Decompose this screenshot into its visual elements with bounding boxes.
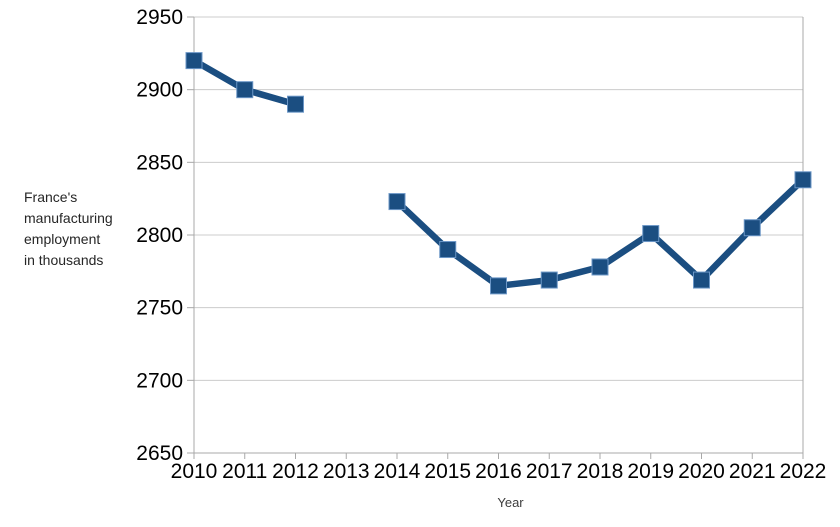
x-tick-label: 2012 xyxy=(272,460,319,483)
x-tick-label: 2020 xyxy=(678,460,725,483)
data-point-2012 xyxy=(287,95,304,113)
y-axis-title: France's manufacturing employment in tho… xyxy=(24,187,113,271)
x-tick-label: 2013 xyxy=(323,460,370,483)
y-axis-title-line-1: France's xyxy=(24,189,78,205)
y-tick-label: 2850 xyxy=(136,151,183,174)
data-point-2017 xyxy=(540,271,558,289)
data-point-2016 xyxy=(490,277,507,295)
y-tick-label: 2800 xyxy=(136,224,183,247)
x-tick-label: 2022 xyxy=(780,460,827,483)
x-tick-label: 2014 xyxy=(374,460,421,483)
data-point-2020 xyxy=(693,271,710,289)
data-point-2010 xyxy=(185,52,203,70)
x-tick-label: 2015 xyxy=(424,460,471,483)
y-tick-label: 2750 xyxy=(136,297,183,320)
data-point-2011 xyxy=(236,81,254,99)
data-point-2019 xyxy=(642,225,660,243)
x-tick-label: 2021 xyxy=(729,460,776,483)
x-tick-label: 2016 xyxy=(475,460,522,483)
y-tick-label: 2700 xyxy=(136,369,183,392)
data-point-2022 xyxy=(794,171,812,189)
x-tick-label: 2017 xyxy=(526,460,573,483)
data-point-2014 xyxy=(388,193,406,211)
y-tick-label: 2950 xyxy=(136,6,183,29)
x-tick-label: 2019 xyxy=(627,460,674,483)
y-axis-title-line-2: manufacturing xyxy=(24,210,113,226)
data-point-2015 xyxy=(439,241,457,259)
y-tick-label: 2900 xyxy=(136,79,183,102)
x-axis-title: Year xyxy=(497,495,524,510)
x-tick-label: 2011 xyxy=(222,460,267,483)
data-point-2021 xyxy=(743,219,761,237)
data-point-2018 xyxy=(591,258,609,276)
y-axis-title-line-4: in thousands xyxy=(24,252,104,268)
y-tick-label: 2650 xyxy=(136,442,183,465)
x-tick-label: 2018 xyxy=(577,460,624,483)
y-axis-title-line-3: employment xyxy=(24,231,101,247)
x-tick-label: 2010 xyxy=(171,460,218,483)
